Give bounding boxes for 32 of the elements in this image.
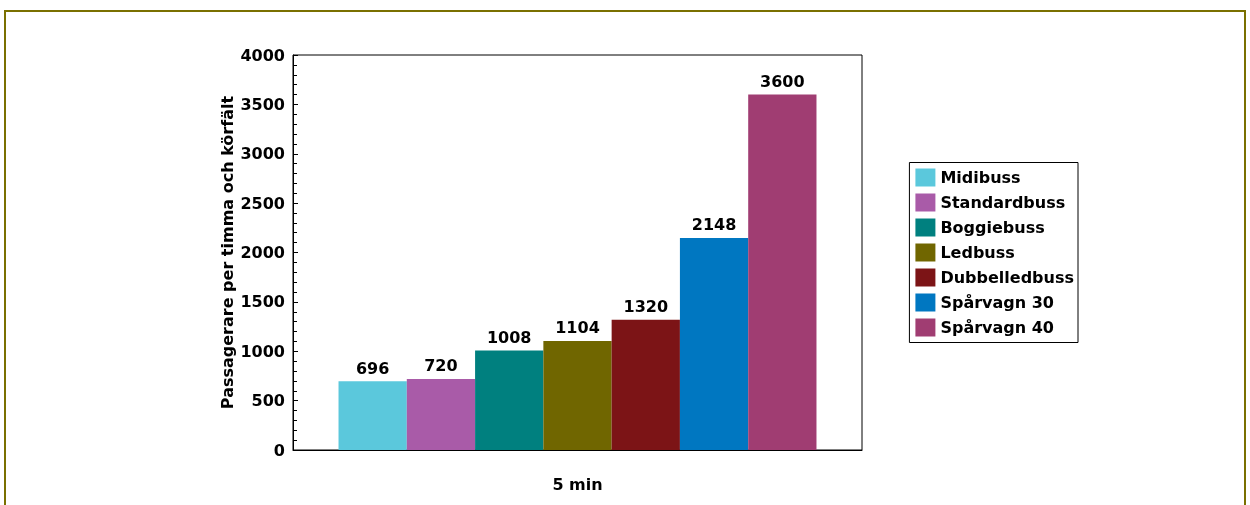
legend-label: Spårvagn 30 (940, 293, 1054, 312)
bar (679, 237, 749, 450)
data-label: 2148 (691, 215, 737, 235)
data-label: 3600 (760, 72, 805, 91)
y-tick-label: 0 (273, 440, 285, 460)
y-tick-label: 2500 (240, 193, 285, 213)
y-tick-label: 3000 (240, 144, 285, 164)
y-axis-title: Passagerare per timma och körfält (217, 95, 237, 410)
y-tick-label: 1500 (240, 292, 285, 312)
data-label: 720 (424, 356, 458, 376)
y-tick-label: 3500 (240, 94, 285, 114)
y-tick-label: 2000 (240, 243, 285, 262)
legend-label: Spårvagn 40 (940, 318, 1054, 337)
bar (748, 94, 817, 450)
bar (338, 381, 407, 450)
bar (543, 340, 612, 450)
legend-label: Dubbelledbuss (940, 268, 1074, 287)
y-tick-label: 500 (251, 391, 285, 411)
data-label: 1320 (623, 297, 669, 317)
legend-label: Midibuss (940, 168, 1021, 187)
data-label: 1104 (555, 318, 600, 338)
legend-label: Standardbuss (940, 193, 1066, 212)
data-label: 696 (355, 358, 390, 378)
data-label: 1008 (486, 327, 532, 347)
bar (611, 319, 680, 450)
y-tick-label: 1000 (240, 341, 285, 361)
y-tick-label: 4000 (240, 45, 285, 65)
bar (475, 350, 544, 450)
bar (406, 378, 476, 450)
legend-label: Ledbuss (940, 243, 1015, 262)
x-tick-label: 5 min (552, 474, 603, 494)
legend-label: Boggiebuss (940, 218, 1045, 237)
